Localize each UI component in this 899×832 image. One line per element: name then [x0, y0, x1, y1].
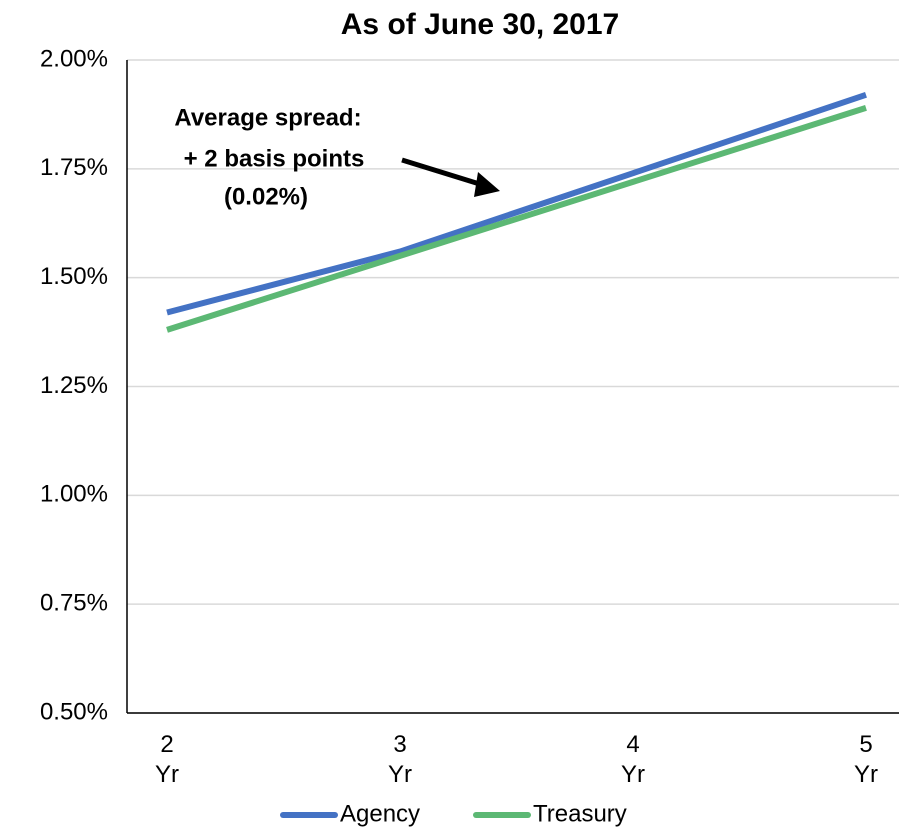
x-tick-label: 4 Yr — [621, 731, 645, 788]
annotation-text: Average spread: — [174, 104, 361, 131]
annotation-text: (0.02%) — [224, 183, 308, 210]
annotation-arrow — [401, 157, 487, 189]
y-tick-label: 0.75% — [40, 590, 108, 617]
x-tick-label: 3 Yr — [388, 731, 412, 788]
y-tick-label: 1.00% — [40, 481, 108, 508]
x-tick-label-box: 3 Yr — [388, 731, 412, 788]
annotation-text: + 2 basis points — [184, 145, 365, 172]
legend-label: Treasury — [533, 800, 627, 827]
chart-title: As of June 30, 2017 — [341, 8, 619, 41]
y-tick-label: 1.75% — [40, 154, 108, 181]
x-tick-label-box: 5 Yr — [854, 731, 878, 788]
series-line — [166, 105, 867, 333]
x-tick-label-box: 2 Yr — [155, 731, 179, 788]
y-tick-label: 1.50% — [40, 263, 108, 290]
annotation: Average spread: + 2 basis points (0.02%) — [174, 104, 500, 210]
x-tick-label: 5 Yr — [854, 731, 878, 788]
series-line — [166, 91, 867, 316]
x-tick-label: 2 Yr — [155, 731, 179, 788]
y-tick-label: 2.00% — [40, 45, 108, 72]
y-tick-label: 0.50% — [40, 698, 108, 725]
x-tick-label-box: 4 Yr — [621, 731, 645, 788]
y-tick-label: 1.25% — [40, 372, 108, 399]
annotation-arrowhead — [474, 172, 500, 197]
legend-label: Agency — [340, 800, 420, 827]
